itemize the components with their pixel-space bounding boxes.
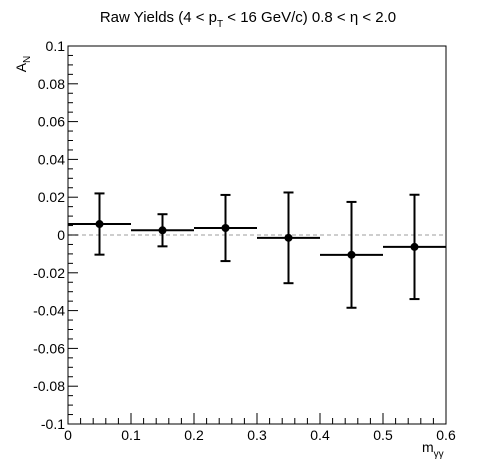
data-point-group [257, 191, 320, 285]
y-tick-label: 0.06 [38, 114, 65, 130]
x-tick-label: 0.4 [310, 427, 330, 443]
data-point [221, 224, 230, 233]
data-point [158, 226, 167, 235]
y-tick-label: -0.04 [33, 303, 65, 319]
y-tick-label: -0.02 [33, 265, 65, 281]
data-point-group [131, 213, 194, 248]
x-tick-label: 0.3 [247, 427, 267, 443]
y-tick-label: -0.1 [41, 416, 65, 432]
y-tick-label: 0 [57, 227, 65, 243]
x-tick-label: 0.1 [121, 427, 141, 443]
chart-title: Raw Yields (4 < pT < 16 GeV/c) 0.8 < η <… [100, 9, 396, 30]
x-tick-label: 0.5 [373, 427, 393, 443]
y-tick-label: -0.06 [33, 340, 65, 356]
data-point [95, 220, 104, 229]
x-tick-label: 0.6 [436, 427, 456, 443]
data-point-group [68, 192, 131, 256]
plot-frame [67, 45, 447, 425]
x-tick-label: 0.2 [184, 427, 204, 443]
data-point-group [320, 200, 383, 309]
data-point [284, 233, 293, 242]
x-tick-label: 0 [64, 427, 72, 443]
y-tick-label: 0.02 [38, 189, 65, 205]
y-axis-label: AN [13, 56, 33, 73]
data-point-group [383, 193, 446, 301]
x-axis-label: mγγ [422, 439, 444, 460]
y-tick-label: -0.08 [33, 378, 65, 394]
y-tick-label: 0.08 [38, 76, 65, 92]
y-tick-label: 0.04 [38, 151, 65, 167]
data-point-group [194, 193, 257, 263]
data-point [410, 242, 419, 251]
y-tick-label: 0.1 [46, 38, 66, 54]
data-point [347, 250, 356, 259]
